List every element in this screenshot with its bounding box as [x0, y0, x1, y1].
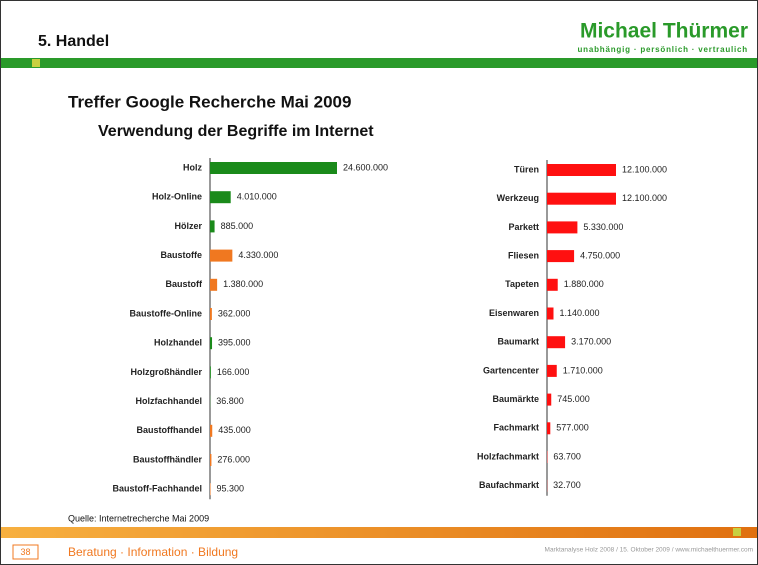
category-label: Tapeten — [505, 279, 539, 289]
category-label: Holzhandel — [154, 338, 202, 348]
page-number: 38 — [20, 547, 30, 557]
category-label: Parkett — [508, 222, 539, 232]
bar — [547, 164, 616, 176]
value-label: 1.380.000 — [223, 279, 263, 289]
source: Quelle: Internetrecherche Mai 2009 — [68, 513, 209, 523]
category-label: Baumärkte — [492, 394, 539, 404]
value-label: 3.170.000 — [571, 337, 611, 347]
footer-note: Marktanalyse Holz 2008 / 15. Oktober 200… — [545, 547, 753, 554]
value-label: 4.750.000 — [580, 250, 620, 260]
category-label: Baustoffe — [160, 250, 202, 260]
value-label: 12.100.000 — [622, 193, 667, 203]
value-label: 4.010.000 — [237, 192, 277, 202]
value-label: 63.700 — [553, 451, 581, 461]
value-label: 95.300 — [216, 484, 244, 494]
value-label: 12.100.000 — [622, 164, 667, 174]
tagline: unabhängig · persönlich · vertraulich — [577, 45, 748, 54]
category-label: Holz — [183, 162, 202, 172]
value-label: 745.000 — [557, 394, 590, 404]
category-label: Baufachmarkt — [479, 480, 539, 490]
bar — [547, 307, 554, 320]
category-label: Holzfachhandel — [135, 396, 202, 406]
value-label: 276.000 — [217, 454, 250, 464]
bar — [210, 249, 233, 262]
value-label: 435.000 — [218, 425, 251, 435]
bar — [210, 454, 212, 466]
bar — [210, 278, 218, 291]
header-bar — [1, 58, 757, 68]
bar — [210, 191, 231, 204]
subtitle: Verwendung der Begriffe im Internet — [98, 123, 374, 140]
category-label: Holz-Online — [152, 192, 202, 202]
category-label: Fachmarkt — [493, 423, 539, 433]
category-label: Holzgroßhändler — [131, 367, 203, 377]
value-label: 36.800 — [216, 396, 244, 406]
category-label: Gartencenter — [483, 365, 540, 375]
value-label: 362.000 — [218, 308, 251, 318]
category-label: Fliesen — [508, 250, 539, 260]
charts: Holz 24.600.000 Holz-Online 4.010.000 Hölzer… — [112, 158, 667, 500]
bar — [547, 364, 557, 377]
category-label: Eisenwaren — [489, 308, 539, 318]
value-label: 24.600.000 — [343, 162, 388, 172]
value-label: 166.000 — [217, 367, 250, 377]
page-box — [12, 544, 39, 560]
bar — [210, 220, 215, 233]
value-label: 1.710.000 — [563, 365, 603, 375]
category-label: Hölzer — [174, 221, 202, 231]
section-title: 5. Handel — [38, 33, 109, 50]
motto: Beratung · Information · Bildung — [68, 545, 238, 559]
bar — [547, 250, 575, 263]
category-label: Baustoff — [166, 279, 203, 289]
footer-icon — [733, 528, 741, 536]
brand: Michael Thürmer — [580, 20, 748, 43]
category-label: Baumarkt — [497, 337, 539, 347]
category-label: Baustoffhändler — [133, 454, 203, 464]
bar — [547, 221, 578, 234]
bar — [210, 424, 213, 437]
bar — [547, 336, 566, 349]
category-label: Werkzeug — [497, 193, 539, 203]
bar — [210, 308, 212, 320]
header-icon — [32, 59, 40, 67]
value-label: 32.700 — [553, 480, 581, 490]
bar — [210, 337, 213, 350]
footer-bar — [1, 527, 757, 538]
bar — [547, 192, 616, 205]
value-label: 395.000 — [218, 338, 251, 348]
category-label: Baustoffhandel — [136, 425, 202, 435]
bar — [547, 393, 552, 406]
bar — [210, 366, 211, 379]
category-label: Türen — [514, 164, 539, 174]
bar — [210, 162, 337, 174]
value-label: 1.140.000 — [560, 308, 600, 318]
value-label: 4.330.000 — [238, 250, 278, 260]
value-label: 5.330.000 — [583, 222, 623, 232]
value-label: 1.880.000 — [564, 279, 604, 289]
value-label: 577.000 — [556, 423, 589, 433]
category-label: Baustoffe-Online — [129, 308, 202, 318]
bar — [547, 422, 551, 435]
bar — [547, 278, 558, 291]
category-label: Baustoff-Fachhandel — [112, 484, 202, 494]
value-label: 885.000 — [221, 221, 254, 231]
title: Treffer Google Recherche Mai 2009 — [68, 92, 351, 111]
category-label: Holzfachmarkt — [477, 451, 539, 461]
